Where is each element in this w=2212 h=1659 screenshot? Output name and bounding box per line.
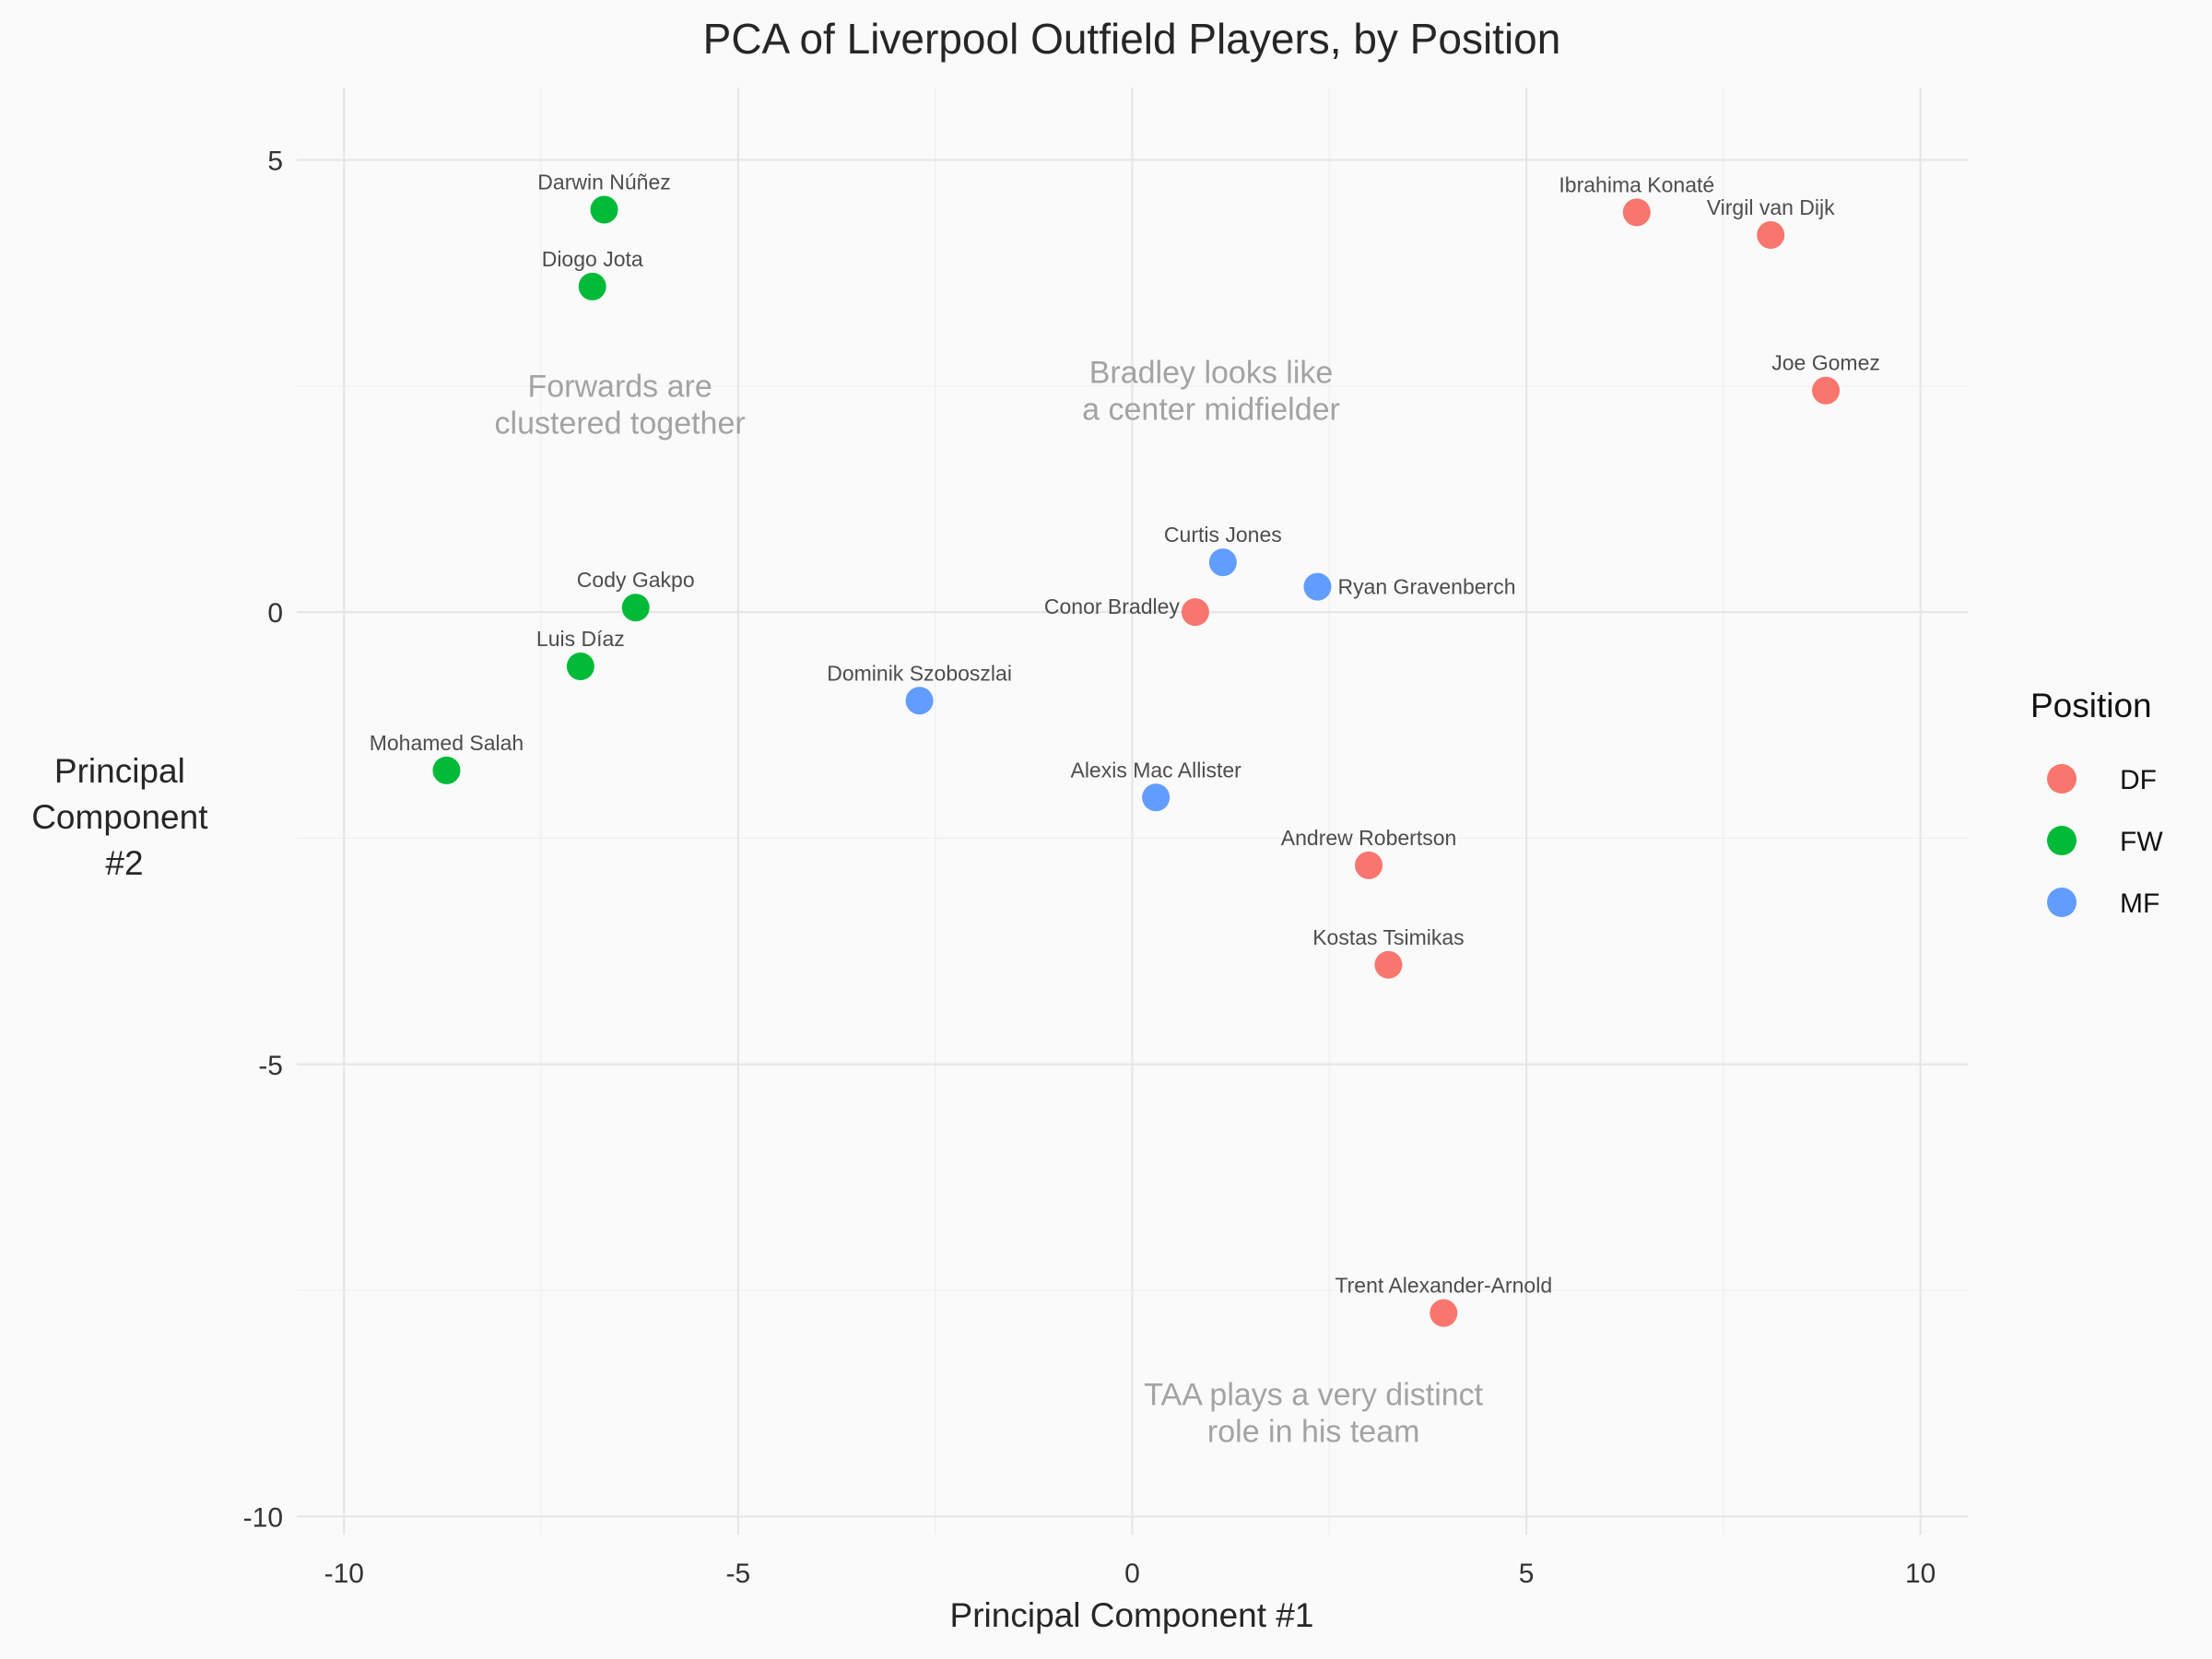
data-point [1355,851,1383,879]
data-point [1622,198,1651,227]
y-axis-title-line-1: Principal [54,752,185,790]
annotation-line: Bradley looks like [1089,356,1334,391]
point-label: Curtis Jones [1164,523,1282,547]
annotation-line: a center midfielder [1082,393,1340,428]
point-label: Mohamed Salah [370,731,524,755]
data-point [1142,783,1171,812]
x-tick-label: -5 [726,1559,751,1589]
x-tick-label: 5 [1519,1559,1535,1589]
legend-key [2047,888,2077,917]
x-axis-title: Principal Component #1 [950,1596,1314,1634]
point-label: Cody Gakpo [577,568,695,592]
annotation-line: Forwards are [527,369,712,404]
data-point [1208,548,1237,577]
y-axis-title-line-3: #2 [105,844,143,882]
annotations: Forwards are clustered together Bradley lo… [495,356,1484,1450]
data-point [1374,950,1403,979]
data-point [590,195,618,224]
legend-title: Position [2030,687,2152,724]
point-label: Kostas Tsimikas [1312,925,1464,949]
point-label: Conor Bradley [1044,594,1181,618]
data-point [1812,376,1841,405]
data-point [432,756,461,784]
legend-label: DF [2120,765,2157,795]
point-label: Diogo Jota [542,247,643,271]
y-tick-label: 5 [267,147,283,177]
data-point [621,594,650,622]
x-tick-label: 10 [1905,1559,1936,1589]
legend-entries: DF FW MF [2047,764,2163,919]
annotation-line: TAA plays a very distinct [1144,1378,1483,1413]
data-point [1757,220,1785,249]
point-label: Joe Gomez [1771,351,1880,375]
point-label: Luis Díaz [536,627,625,651]
annotation-text: Forwards are clustered together [495,369,746,441]
y-axis-title-line-2: Component [31,798,208,836]
point-label: Dominik Szoboszlai [827,661,1012,685]
data-point [578,272,606,300]
grid [297,88,1968,1535]
legend: Position DF FW MF [2030,687,2163,919]
legend-key [2047,764,2077,794]
data-point [566,653,594,680]
annotation-line: clustered together [495,406,746,441]
annotation-text: TAA plays a very distinct role in his tea… [1144,1378,1483,1450]
point-labels: Darwin Núñez Diogo Jota Cody Gakpo Luis Día… [370,170,1880,1297]
legend-key [2047,826,2077,855]
data-point [1181,598,1209,627]
point-label: Darwin Núñez [537,170,670,194]
y-tick-label: 0 [267,598,283,629]
point-label: Virgil van Dijk [1707,195,1835,219]
legend-label: FW [2120,827,2163,857]
point-label: Ibrahima Konaté [1559,172,1714,196]
y-tick-label: -10 [243,1502,283,1533]
annotation-line: role in his team [1207,1415,1420,1450]
data-point [1430,1299,1458,1327]
legend-label: MF [2120,888,2159,919]
point-label: Andrew Robertson [1281,826,1457,850]
annotation-text: Bradley looks like a center midfielder [1082,356,1340,428]
y-axis-title: Principal Component #2 [31,752,218,882]
axis-ticks: -10 -5 0 5 10 5 0 -5 -10 [243,147,1936,1590]
data-point [1303,572,1332,601]
y-tick-label: -5 [258,1051,283,1081]
x-tick-label: 0 [1124,1559,1140,1589]
point-label: Trent Alexander-Arnold [1335,1274,1552,1298]
data-point [905,687,934,715]
point-label: Alexis Mac Allister [1070,758,1241,782]
chart-title: PCA of Liverpool Outfield Players, by Po… [703,15,1561,63]
x-tick-label: -10 [324,1559,364,1589]
point-label: Ryan Gravenberch [1337,575,1515,599]
data-points [432,195,1841,1327]
